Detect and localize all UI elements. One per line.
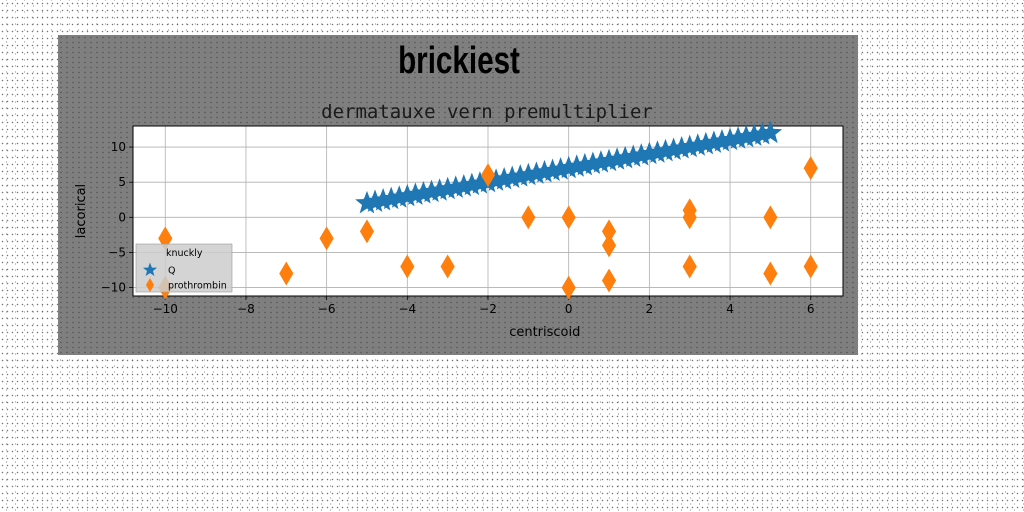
diamond-point <box>400 254 415 279</box>
series-1-points <box>158 156 818 300</box>
diamond-point <box>319 226 334 251</box>
plot-frame <box>132 125 844 297</box>
legend-title: knuckly <box>166 248 203 259</box>
diamond-point <box>480 163 496 188</box>
x-tick-label: −2 <box>479 302 497 316</box>
star-point <box>758 120 783 144</box>
diamond-point <box>763 205 778 230</box>
x-tick-label: −10 <box>153 302 178 316</box>
legend-diamond-marker <box>145 278 155 292</box>
diamond-point <box>682 205 697 230</box>
y-tick-label: 5 <box>118 175 126 189</box>
diamond-point <box>682 254 697 279</box>
chart-title: dermatauxe vern premultiplier <box>321 101 653 123</box>
x-axis-label: centriscoid <box>509 325 580 340</box>
diamond-point <box>521 205 536 230</box>
diamond-point <box>359 219 375 244</box>
legend-star-marker <box>142 262 158 277</box>
diamond-point <box>763 261 778 286</box>
legend-label: Q <box>168 266 175 277</box>
x-tick-label: −4 <box>398 302 416 316</box>
y-tick-label: 10 <box>111 140 126 154</box>
diamond-point <box>601 233 617 258</box>
y-tick-label: 0 <box>118 210 126 224</box>
x-tick-label: −6 <box>318 302 336 316</box>
x-tick-label: 4 <box>726 302 734 316</box>
figure: brickiest dermatauxe vern premultiplier … <box>58 35 858 355</box>
x-tick-label: −8 <box>237 302 255 316</box>
y-axis-label: lacorical <box>74 184 89 238</box>
y-tick-label: −10 <box>101 281 126 295</box>
diamond-point <box>561 205 576 230</box>
scatter-chart: brickiest dermatauxe vern premultiplier … <box>74 40 844 340</box>
diamond-point <box>803 156 818 181</box>
diamond-point <box>561 275 576 300</box>
diamond-point <box>440 254 455 279</box>
x-tick-label: 0 <box>565 302 573 316</box>
diamond-point <box>803 254 818 279</box>
series-0-points <box>355 120 783 214</box>
x-tick-label: 2 <box>646 302 654 316</box>
diamond-point <box>601 268 617 293</box>
x-tick-label: 6 <box>807 302 815 316</box>
diamond-point <box>279 261 294 286</box>
y-tick-label: −5 <box>108 245 126 259</box>
figure-suptitle: brickiest <box>398 40 520 82</box>
legend-label: prothrombin <box>168 281 227 292</box>
